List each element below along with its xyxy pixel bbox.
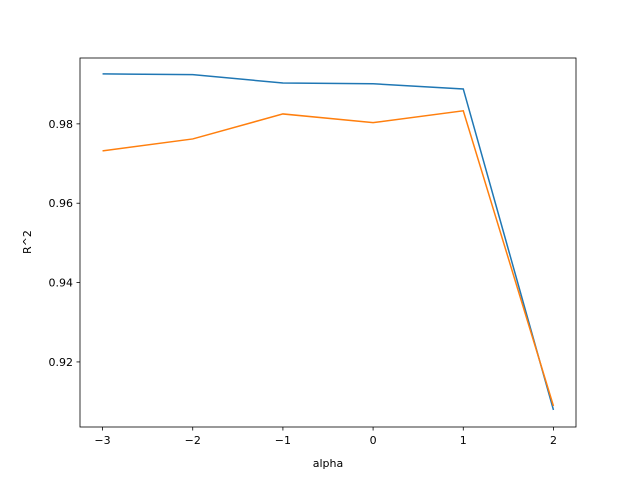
x-tick-label: −1 — [275, 434, 291, 447]
x-axis-label: alpha — [313, 457, 344, 470]
y-tick-label: 0.92 — [49, 356, 74, 369]
y-tick-label: 0.96 — [49, 197, 74, 210]
x-tick-label: 1 — [460, 434, 467, 447]
x-tick-label: 0 — [370, 434, 377, 447]
line-series — [102, 109, 555, 407]
plot-frame — [79, 57, 577, 428]
x-tick-label: 2 — [550, 434, 557, 447]
y-tick-label: 0.98 — [49, 118, 74, 131]
x-tick-label: −3 — [94, 434, 110, 447]
line-series — [102, 73, 555, 411]
y-axis-label: R^2 — [21, 230, 34, 254]
x-tick-label: −2 — [185, 434, 201, 447]
y-tick-label: 0.94 — [49, 277, 74, 290]
